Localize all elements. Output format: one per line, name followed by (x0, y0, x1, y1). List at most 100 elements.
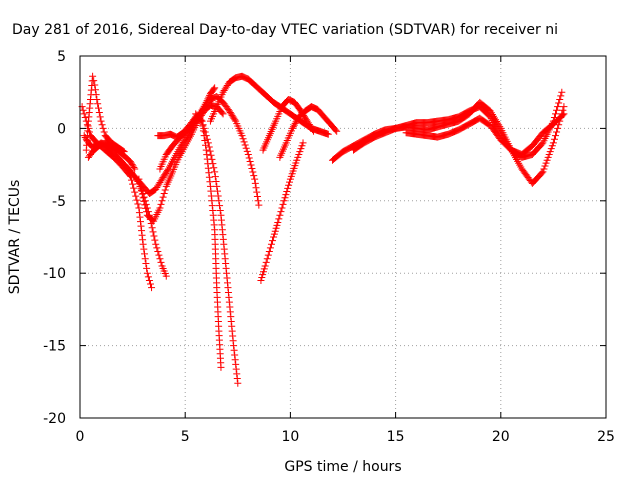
data-point (270, 230, 278, 238)
data-point (203, 135, 211, 143)
data-point (333, 127, 341, 135)
data-point (207, 151, 215, 159)
data-point (138, 231, 146, 239)
data-point (95, 104, 103, 112)
data-point (557, 92, 565, 100)
data-point (245, 154, 253, 162)
series-arc-4 (84, 139, 139, 173)
data-point (154, 247, 162, 255)
data-point (148, 224, 156, 232)
data-point (158, 175, 166, 183)
data-point (210, 85, 218, 93)
data-point (213, 182, 221, 190)
data-point (539, 168, 547, 176)
data-point (136, 213, 144, 221)
data-point (79, 106, 87, 114)
data-point (161, 171, 169, 179)
data-point (230, 114, 238, 122)
data-point (231, 351, 239, 359)
y-tick-label: 5 (57, 49, 66, 65)
data-point (285, 178, 293, 186)
data-point (137, 222, 145, 230)
data-point (160, 172, 168, 180)
data-point (233, 375, 241, 383)
data-point (130, 184, 138, 192)
data-point (155, 251, 163, 259)
data-point (197, 116, 205, 124)
data-point (560, 110, 568, 118)
data-point (216, 202, 224, 210)
data-point (205, 173, 213, 181)
data-point (264, 251, 272, 259)
data-point (554, 124, 562, 132)
data-point (203, 151, 211, 159)
data-point (138, 190, 146, 198)
data-point (259, 268, 267, 276)
plot-frame (79, 55, 607, 419)
chart-title: Day 281 of 2016, Sidereal Day-to-day VTE… (12, 22, 558, 38)
data-point (231, 116, 239, 124)
data-point (138, 227, 146, 235)
data-point (229, 113, 237, 121)
data-point (282, 191, 290, 199)
y-tick-label: 0 (57, 121, 66, 137)
data-point (230, 342, 238, 350)
data-point (141, 250, 149, 258)
data-point (233, 370, 241, 378)
data-point (226, 108, 234, 116)
data-point (91, 81, 99, 89)
data-point (100, 128, 108, 136)
data-point (253, 188, 261, 196)
data-point (200, 124, 208, 132)
data-point (133, 196, 141, 204)
data-point (211, 168, 219, 176)
data-point (284, 184, 292, 192)
data-point (144, 273, 152, 281)
data-point (550, 135, 558, 143)
data-point (553, 128, 561, 136)
data-point (162, 169, 170, 177)
data-point (141, 255, 149, 263)
data-point (161, 186, 169, 194)
data-point (136, 179, 144, 187)
data-point (156, 204, 164, 212)
data-point (298, 142, 306, 150)
data-point (255, 201, 263, 209)
data-point (251, 179, 259, 187)
y-tick-label: -15 (43, 339, 66, 355)
data-point (142, 204, 150, 212)
data-point (239, 135, 247, 143)
data-point (141, 201, 149, 209)
data-point (139, 194, 147, 202)
data-point (232, 365, 240, 373)
data-point (163, 168, 171, 176)
data-point (292, 118, 300, 126)
data-point (251, 175, 259, 183)
data-point (81, 114, 89, 122)
data-point (91, 86, 99, 94)
data-point (80, 110, 88, 118)
data-point (158, 197, 166, 205)
data-point (332, 126, 340, 134)
data-point (96, 113, 104, 121)
y-tick-label: -10 (43, 266, 66, 282)
data-point (126, 158, 134, 166)
data-point (143, 264, 151, 272)
data-point (310, 127, 318, 135)
series-arc-16 (402, 110, 568, 158)
data-point (205, 169, 213, 177)
data-point (206, 147, 214, 155)
data-point (204, 164, 212, 172)
data-point (559, 111, 567, 119)
data-point (277, 208, 285, 216)
data-point (549, 139, 557, 147)
data-point (160, 190, 168, 198)
data-point (291, 119, 299, 127)
data-point (89, 72, 97, 80)
data-point (252, 184, 260, 192)
data-point (137, 183, 145, 191)
data-point (131, 165, 139, 173)
data-point (259, 271, 267, 279)
data-point (98, 121, 106, 129)
data-point (99, 124, 107, 132)
